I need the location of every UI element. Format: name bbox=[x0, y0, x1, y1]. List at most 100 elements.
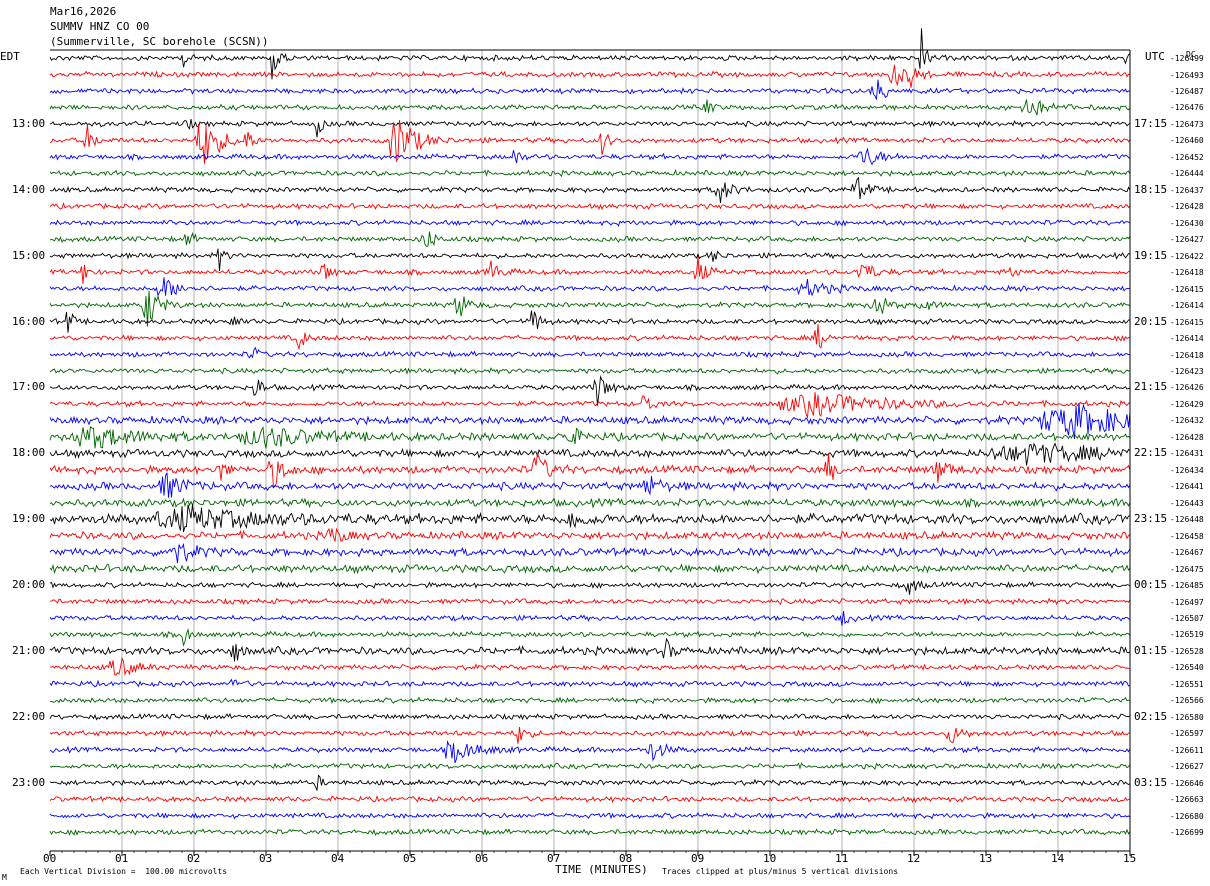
left-hour-label: 15:00 bbox=[12, 248, 46, 262]
dc-offset-value: -126422 bbox=[1170, 251, 1204, 261]
seismic-traces bbox=[49, 28, 1131, 836]
trace-line bbox=[49, 231, 1131, 248]
time-axis bbox=[49, 49, 1131, 856]
dc-offset-value: -126580 bbox=[1170, 712, 1204, 722]
left-hour-label: 21:00 bbox=[12, 643, 46, 657]
x-tick-label: 05 bbox=[403, 852, 417, 865]
trace-line bbox=[49, 828, 1131, 836]
trace-line bbox=[49, 256, 1131, 284]
x-tick-label: 09 bbox=[691, 852, 705, 865]
corner-mark: M bbox=[2, 873, 7, 882]
left-hour-label: 18:00 bbox=[12, 446, 46, 460]
left-hour-label: 22:00 bbox=[12, 709, 46, 723]
dc-offset-value: -126551 bbox=[1170, 679, 1204, 689]
right-hour-label: 18:15 bbox=[1134, 182, 1168, 196]
trace-line bbox=[49, 367, 1131, 375]
trace-line bbox=[49, 580, 1131, 595]
trace-line bbox=[49, 79, 1131, 100]
trace-line bbox=[49, 392, 1131, 420]
trace-line bbox=[49, 811, 1131, 820]
dc-offset-value: -126444 bbox=[1170, 169, 1204, 179]
dc-offset-value: -126519 bbox=[1170, 630, 1204, 640]
x-tick-label: 10 bbox=[763, 852, 777, 865]
trace-line bbox=[49, 451, 1131, 488]
dc-offset-value: -126493 bbox=[1170, 70, 1204, 80]
dc-offset-value: -126663 bbox=[1170, 795, 1204, 805]
x-tick-label: 12 bbox=[907, 852, 921, 865]
header-station: SUMMV HNZ CO 00 bbox=[50, 20, 150, 33]
trace-line bbox=[49, 248, 1131, 272]
trace-line bbox=[49, 147, 1131, 166]
dc-offset-value: -126426 bbox=[1170, 383, 1204, 393]
dc-offset-value: -126507 bbox=[1170, 614, 1204, 623]
trace-line bbox=[49, 402, 1131, 439]
dc-label: DC bbox=[1186, 50, 1196, 59]
trace-line bbox=[50, 656, 1131, 676]
x-tick-label: 11 bbox=[835, 852, 849, 865]
left-hour-label: 19:00 bbox=[12, 512, 46, 526]
trace-line bbox=[49, 610, 1131, 626]
left-hour-label: 14:00 bbox=[12, 182, 46, 196]
trace-line bbox=[49, 696, 1131, 705]
dc-offset-value: -126414 bbox=[1170, 301, 1204, 310]
trace-line bbox=[49, 628, 1131, 647]
trace-line bbox=[49, 346, 1131, 359]
x-tick-label: 03 bbox=[259, 852, 273, 865]
trace-line bbox=[50, 597, 1131, 606]
right-hour-label: 22:15 bbox=[1134, 446, 1168, 460]
x-axis-title: TIME (MINUTES) bbox=[555, 863, 648, 876]
trace-line bbox=[49, 762, 1131, 771]
trace-line bbox=[49, 727, 1131, 744]
dc-offset-value: -126448 bbox=[1170, 515, 1204, 525]
trace-line bbox=[49, 712, 1131, 721]
dc-offset-value: -126427 bbox=[1170, 235, 1204, 245]
x-tick-label: 15 bbox=[1123, 852, 1137, 865]
x-tick-label: 00 bbox=[43, 852, 57, 865]
dc-offset-value: -126423 bbox=[1170, 366, 1204, 376]
trace-line bbox=[49, 739, 1131, 763]
trace-line bbox=[49, 678, 1131, 688]
right-hour-label: 03:15 bbox=[1134, 775, 1168, 789]
right-hour-label: 19:15 bbox=[1134, 248, 1168, 262]
vertical-division-note: Each Vertical Division = 100.00 microvol… bbox=[20, 867, 228, 876]
trace-line bbox=[49, 290, 1131, 327]
dc-offset-value: -126428 bbox=[1170, 432, 1204, 442]
trace-line bbox=[49, 277, 1131, 297]
dc-offset-value: -126646 bbox=[1170, 778, 1204, 788]
trace-line bbox=[49, 542, 1131, 564]
dc-offset-value: -126415 bbox=[1170, 317, 1204, 327]
trace-line bbox=[49, 472, 1131, 498]
dc-offset-value: -126566 bbox=[1170, 696, 1204, 706]
left-hour-label: 17:00 bbox=[12, 380, 46, 394]
dc-offset-value: -126487 bbox=[1170, 86, 1204, 96]
dc-offset-value: -126627 bbox=[1170, 762, 1204, 772]
x-tick-label: 07 bbox=[547, 852, 561, 865]
trace-line bbox=[49, 176, 1131, 204]
right-hour-label: 17:15 bbox=[1134, 116, 1168, 130]
dc-offset-value: -126497 bbox=[1170, 597, 1204, 607]
right-hour-label: 01:15 bbox=[1134, 643, 1168, 657]
dc-offset-value: -126414 bbox=[1170, 334, 1204, 343]
dc-offset-value: -126431 bbox=[1170, 449, 1204, 459]
x-tick-label: 08 bbox=[619, 852, 633, 865]
dc-offset-value: -126418 bbox=[1170, 268, 1204, 278]
trace-line bbox=[49, 99, 1131, 116]
dc-offset-value: -126680 bbox=[1170, 811, 1204, 821]
trace-line bbox=[49, 497, 1131, 509]
dc-offset-value: -126460 bbox=[1170, 136, 1204, 146]
dc-offset-value: -126458 bbox=[1170, 531, 1204, 541]
dc-offset-value: -126429 bbox=[1170, 399, 1204, 409]
right-hour-label: 23:15 bbox=[1134, 512, 1168, 526]
right-hour-label: 21:15 bbox=[1134, 380, 1168, 394]
left-timezone-label: EDT bbox=[0, 50, 20, 63]
dc-offset-value: -126415 bbox=[1170, 284, 1204, 294]
trace-line bbox=[49, 504, 1131, 533]
dc-offset-value: -126611 bbox=[1170, 745, 1204, 755]
trace-line bbox=[49, 119, 1131, 138]
trace-line bbox=[49, 310, 1131, 333]
dc-offset-value: -126476 bbox=[1170, 103, 1204, 113]
x-tick-label: 13 bbox=[979, 852, 993, 865]
right-hour-label: 20:15 bbox=[1134, 314, 1168, 328]
right-hour-label: 02:15 bbox=[1134, 709, 1168, 723]
